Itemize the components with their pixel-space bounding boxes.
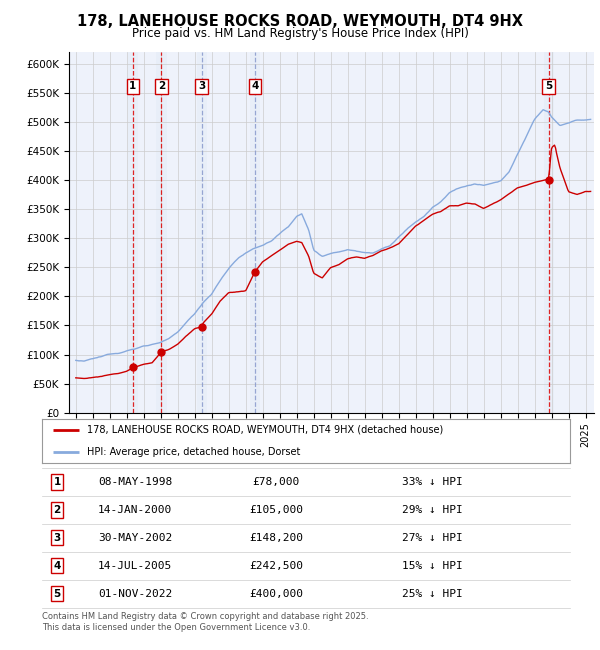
Text: £78,000: £78,000 bbox=[253, 477, 299, 487]
Text: 3: 3 bbox=[53, 533, 61, 543]
Text: £105,000: £105,000 bbox=[249, 505, 303, 515]
Text: Contains HM Land Registry data © Crown copyright and database right 2025.
This d: Contains HM Land Registry data © Crown c… bbox=[42, 612, 368, 632]
Bar bbox=[250, 52, 260, 413]
Text: £242,500: £242,500 bbox=[249, 561, 303, 571]
Text: 5: 5 bbox=[545, 81, 552, 91]
Text: Price paid vs. HM Land Registry's House Price Index (HPI): Price paid vs. HM Land Registry's House … bbox=[131, 27, 469, 40]
Text: HPI: Average price, detached house, Dorset: HPI: Average price, detached house, Dors… bbox=[87, 447, 300, 457]
Text: 1: 1 bbox=[129, 81, 137, 91]
Text: 33% ↓ HPI: 33% ↓ HPI bbox=[402, 477, 463, 487]
Text: 2: 2 bbox=[158, 81, 165, 91]
Text: £148,200: £148,200 bbox=[249, 533, 303, 543]
Text: 14-JUL-2005: 14-JUL-2005 bbox=[98, 561, 172, 571]
Text: 178, LANEHOUSE ROCKS ROAD, WEYMOUTH, DT4 9HX: 178, LANEHOUSE ROCKS ROAD, WEYMOUTH, DT4… bbox=[77, 14, 523, 29]
Text: £400,000: £400,000 bbox=[249, 589, 303, 599]
Text: 27% ↓ HPI: 27% ↓ HPI bbox=[402, 533, 463, 543]
Text: 29% ↓ HPI: 29% ↓ HPI bbox=[402, 505, 463, 515]
Bar bbox=[544, 52, 554, 413]
Text: 4: 4 bbox=[53, 561, 61, 571]
Text: 01-NOV-2022: 01-NOV-2022 bbox=[98, 589, 172, 599]
Bar bbox=[157, 52, 167, 413]
Bar bbox=[128, 52, 138, 413]
Text: 15% ↓ HPI: 15% ↓ HPI bbox=[402, 561, 463, 571]
Text: 14-JAN-2000: 14-JAN-2000 bbox=[98, 505, 172, 515]
Text: 3: 3 bbox=[198, 81, 205, 91]
Bar bbox=[197, 52, 207, 413]
Text: 2: 2 bbox=[53, 505, 61, 515]
Text: 08-MAY-1998: 08-MAY-1998 bbox=[98, 477, 172, 487]
Text: 30-MAY-2002: 30-MAY-2002 bbox=[98, 533, 172, 543]
Text: 4: 4 bbox=[251, 81, 259, 91]
Text: 5: 5 bbox=[53, 589, 61, 599]
Text: 25% ↓ HPI: 25% ↓ HPI bbox=[402, 589, 463, 599]
Text: 178, LANEHOUSE ROCKS ROAD, WEYMOUTH, DT4 9HX (detached house): 178, LANEHOUSE ROCKS ROAD, WEYMOUTH, DT4… bbox=[87, 424, 443, 435]
Text: 1: 1 bbox=[53, 477, 61, 487]
